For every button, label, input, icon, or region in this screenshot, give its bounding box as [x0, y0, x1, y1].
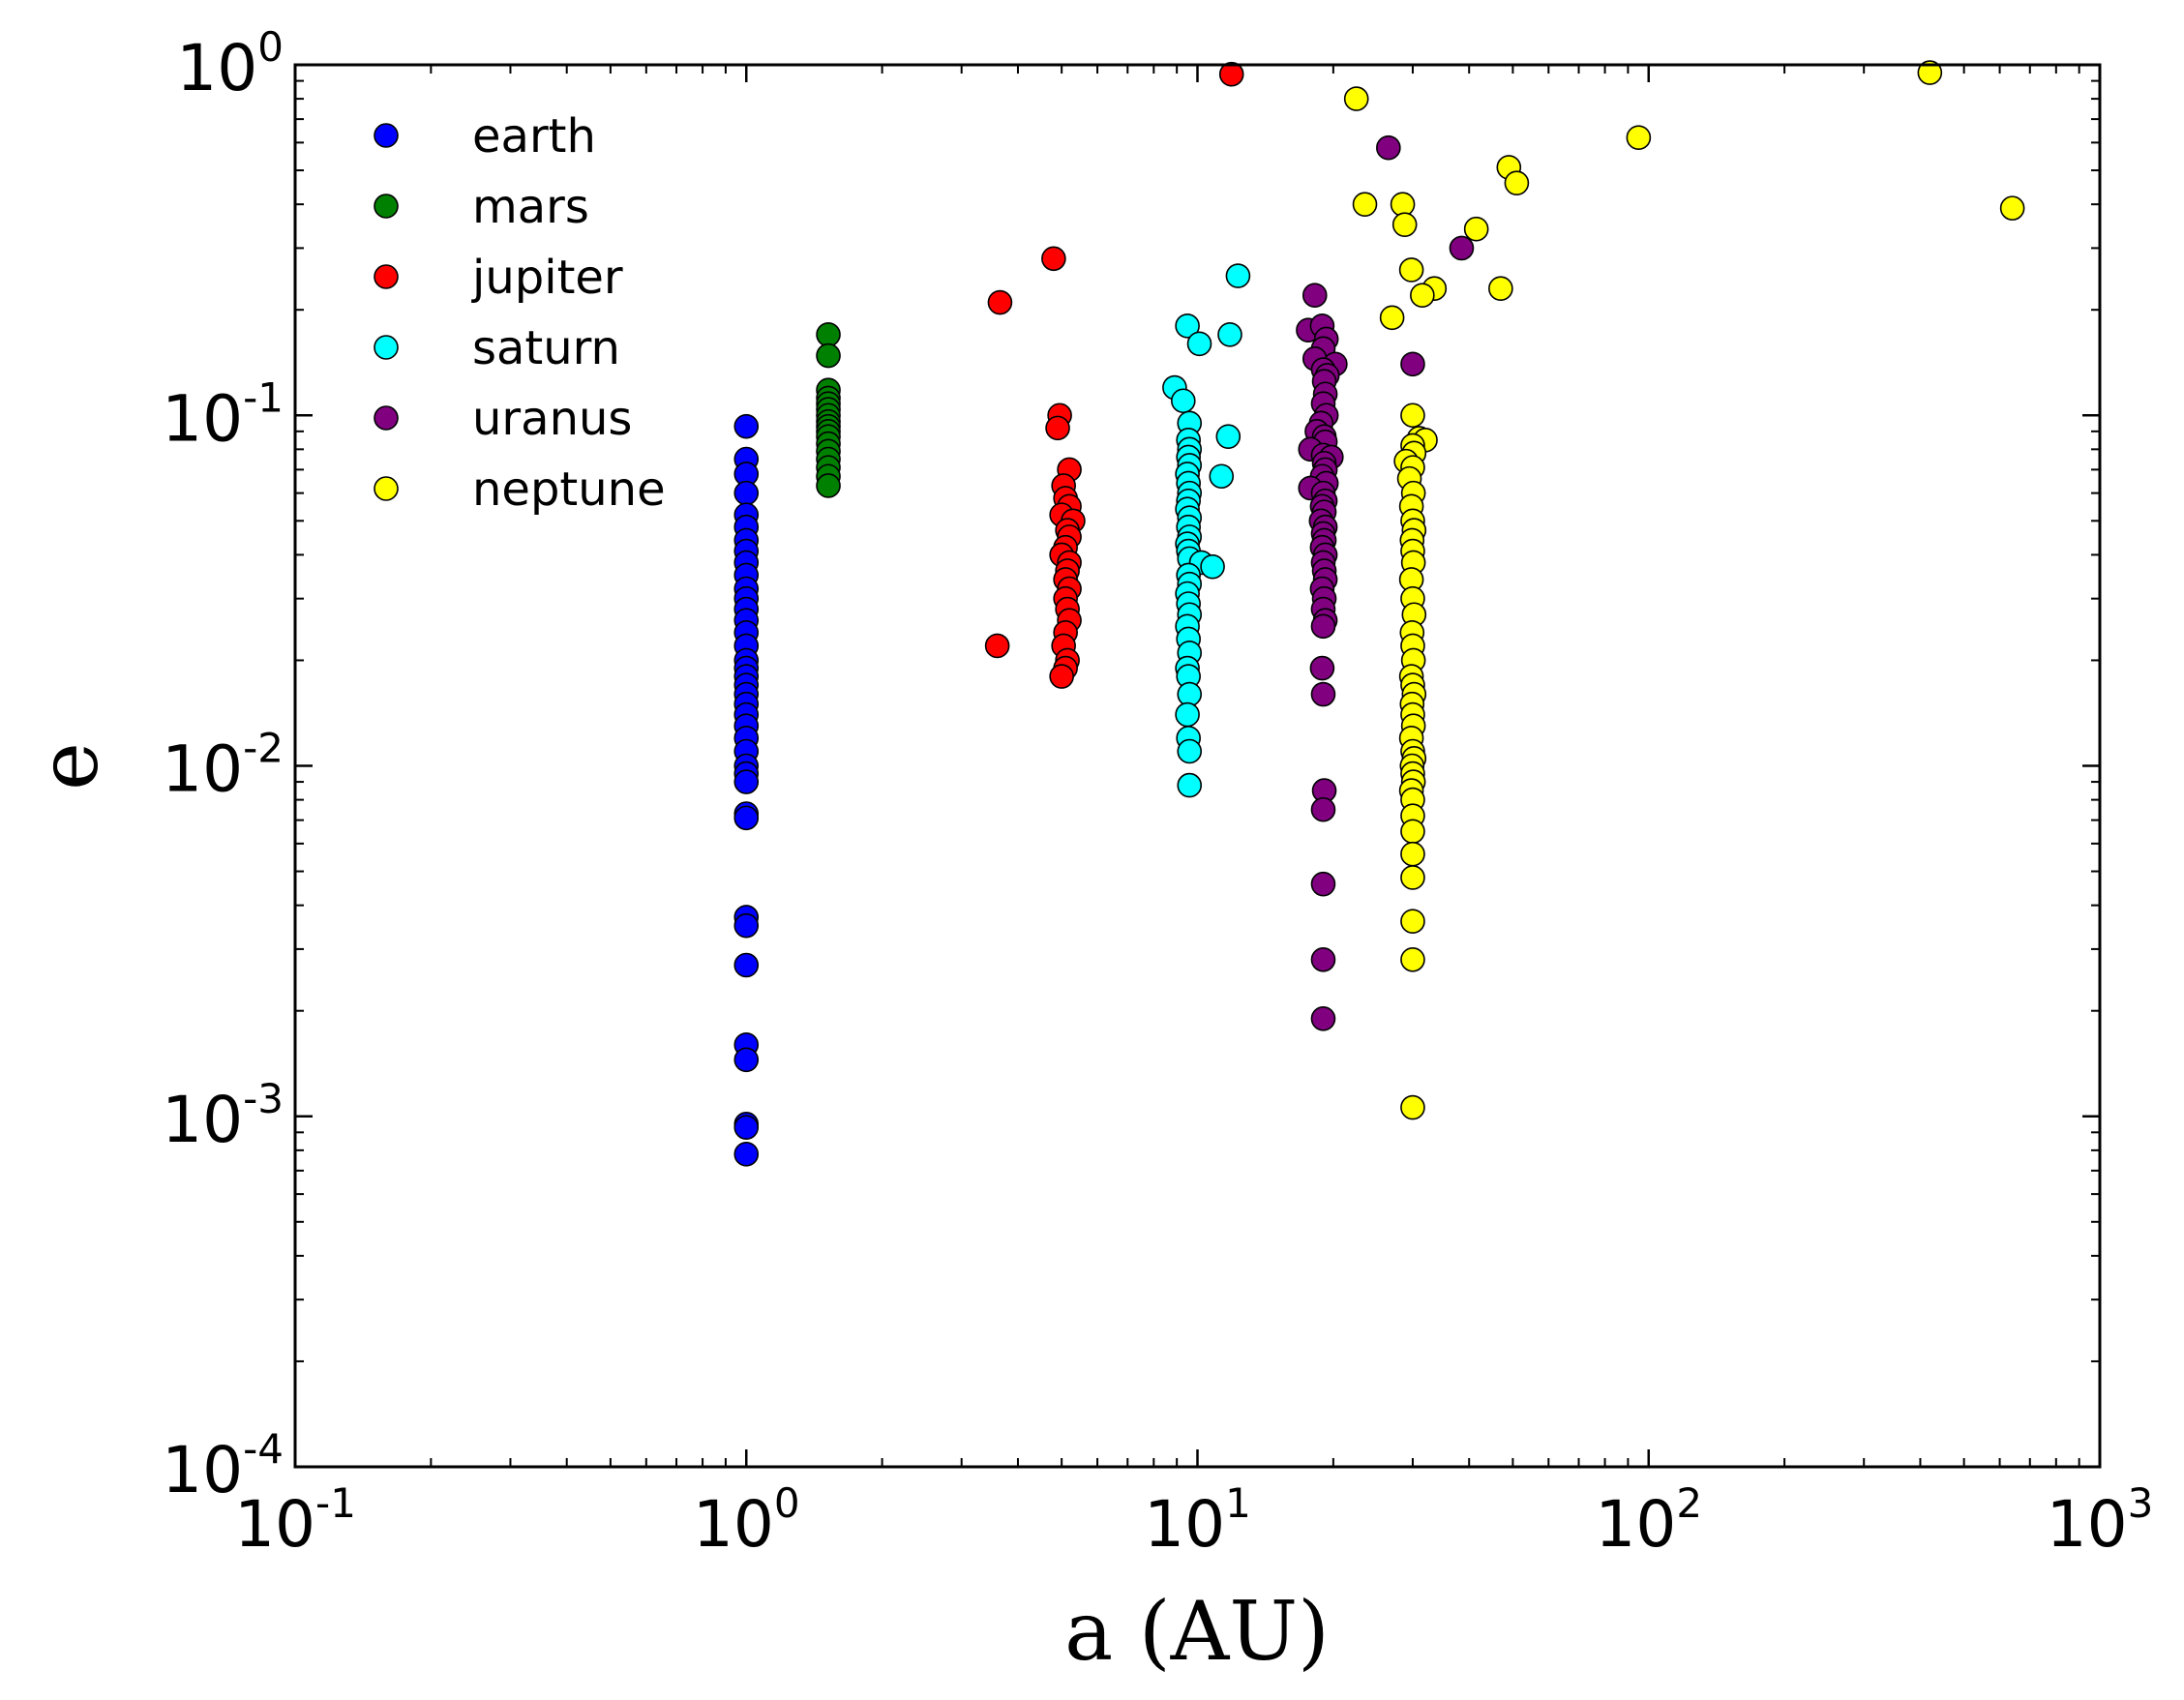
- neptune-point: [1410, 283, 1435, 309]
- mars-point: [816, 473, 841, 498]
- neptune-point: [1626, 125, 1652, 151]
- neptune-point: [1352, 192, 1378, 217]
- legend-label-saturn: saturn: [472, 321, 620, 375]
- neptune-point: [1400, 403, 1425, 429]
- saturn-point: [1175, 701, 1200, 728]
- jupiter-point: [984, 633, 1010, 659]
- saturn-point: [1186, 331, 1212, 357]
- legend-marker-saturn: [374, 335, 399, 360]
- x-tick-label: 103: [2047, 1479, 2154, 1562]
- saturn-point: [1177, 772, 1203, 798]
- earth-point: [733, 1047, 760, 1073]
- x-tick-label: 101: [1144, 1479, 1251, 1562]
- earth-point: [733, 413, 760, 439]
- saturn-point: [1177, 738, 1203, 764]
- earth-point: [733, 1115, 760, 1140]
- jupiter-point: [1049, 664, 1074, 689]
- y-axis-label: e: [21, 742, 116, 790]
- earth-point: [733, 1142, 760, 1167]
- legend-label-neptune: neptune: [472, 462, 666, 517]
- uranus-point: [1301, 283, 1328, 309]
- neptune-point: [1400, 946, 1425, 972]
- y-tick-label: 10-1: [162, 373, 284, 456]
- legend-marker-uranus: [374, 405, 399, 431]
- uranus-point: [1310, 796, 1336, 822]
- neptune-point: [1400, 1094, 1425, 1120]
- saturn-point: [1175, 313, 1200, 339]
- y-tick-label: 10-3: [162, 1075, 284, 1157]
- uranus-point: [1310, 681, 1336, 707]
- x-tick-label: 100: [693, 1479, 800, 1562]
- jupiter-point: [987, 289, 1013, 315]
- mars-point: [816, 343, 841, 369]
- uranus-point: [1400, 351, 1425, 377]
- legend-marker-jupiter: [374, 264, 399, 289]
- neptune-point: [1379, 305, 1405, 331]
- uranus-point: [1310, 1005, 1336, 1031]
- neptune-point: [1400, 841, 1425, 867]
- y-tick-label: 100: [176, 23, 284, 105]
- uranus-point: [1449, 235, 1475, 261]
- x-tick-label: 102: [1595, 1479, 1702, 1562]
- legend-label-jupiter: jupiter: [471, 251, 623, 305]
- plot-frame: [293, 63, 2102, 1469]
- neptune-point: [1463, 216, 1489, 242]
- data-points: [733, 60, 2025, 1167]
- saturn-point: [1215, 424, 1242, 449]
- earth-point: [733, 480, 760, 506]
- neptune-point: [1488, 276, 1513, 302]
- neptune-point: [1917, 60, 1943, 85]
- uranus-point: [1310, 613, 1336, 640]
- uranus-point: [1376, 134, 1401, 161]
- neptune-point: [1400, 865, 1425, 890]
- legend-marker-mars: [374, 194, 399, 219]
- uranus-point: [1310, 946, 1336, 972]
- x-axis-label: a (AU): [1064, 1584, 1330, 1679]
- legend-marker-earth: [374, 123, 399, 148]
- neptune-point: [1343, 86, 1369, 111]
- y-tick-label: 10-4: [162, 1425, 284, 1507]
- mars-point: [816, 321, 841, 347]
- earth-point: [733, 912, 760, 939]
- y-tick-label: 10-2: [162, 725, 284, 807]
- legend-label-earth: earth: [472, 109, 596, 164]
- earth-point: [733, 769, 760, 794]
- legend: earth mars jupiter saturn uranus neptune: [374, 109, 666, 517]
- neptune-point: [1999, 195, 2025, 221]
- neptune-point: [1398, 257, 1424, 283]
- neptune-point: [1391, 212, 1418, 237]
- neptune-point: [1400, 909, 1425, 935]
- uranus-point: [1309, 655, 1335, 681]
- y-tick-labels: 10-4 10-3 10-2 10-1 100: [162, 23, 284, 1507]
- x-tick-labels: 10-1 100 101 102 103: [234, 1479, 2153, 1562]
- earth-point: [733, 952, 760, 978]
- saturn-point: [1200, 553, 1225, 580]
- neptune-point: [1400, 819, 1425, 845]
- saturn-point: [1217, 321, 1242, 347]
- earth-point: [733, 805, 760, 831]
- saturn-point: [1209, 463, 1235, 490]
- jupiter-point: [1045, 415, 1070, 441]
- legend-label-uranus: uranus: [472, 392, 632, 446]
- saturn-point: [1171, 388, 1196, 414]
- legend-label-mars: mars: [472, 180, 589, 234]
- jupiter-point: [1041, 246, 1066, 272]
- jupiter-point: [1218, 61, 1244, 87]
- legend-marker-neptune: [374, 476, 399, 501]
- neptune-point: [1504, 170, 1530, 195]
- uranus-point: [1310, 871, 1336, 897]
- saturn-point: [1225, 263, 1251, 288]
- x-tick-label: 10-1: [234, 1479, 356, 1562]
